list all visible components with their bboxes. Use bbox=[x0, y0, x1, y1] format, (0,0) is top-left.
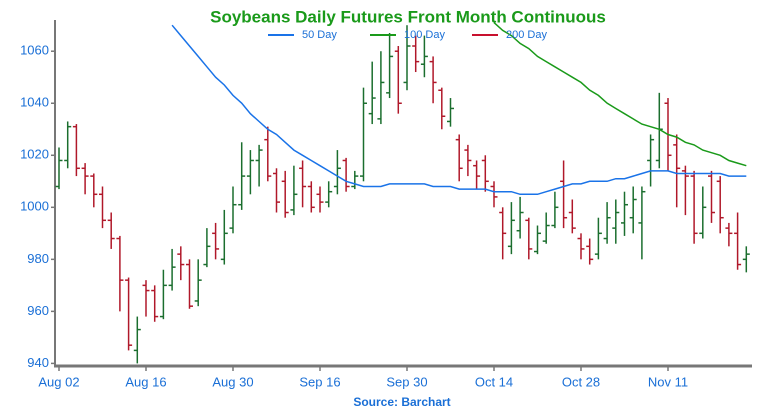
y-tick-label: 1040 bbox=[20, 95, 49, 110]
y-tick-label: 1020 bbox=[20, 147, 49, 162]
plot-area bbox=[55, 22, 750, 364]
y-tick-label: 1060 bbox=[20, 43, 49, 58]
source: Source: Barchart bbox=[353, 395, 450, 409]
legend-label: 200 Day bbox=[506, 29, 547, 41]
x-tick-label: Aug 02 bbox=[38, 374, 79, 389]
x-tick-label: Oct 28 bbox=[562, 374, 600, 389]
x-tick-label: Aug 30 bbox=[212, 374, 253, 389]
x-tick-label: Oct 14 bbox=[475, 374, 513, 389]
legend-label: 100 Day bbox=[404, 29, 445, 41]
moving-average-line bbox=[171, 24, 747, 196]
y-tick-label: 940 bbox=[27, 355, 49, 370]
moving-average-line bbox=[493, 22, 747, 167]
chart-title: Soybeans Daily Futures Front Month Conti… bbox=[210, 7, 606, 26]
x-tick-label: Nov 11 bbox=[648, 374, 688, 389]
y-tick-label: 1000 bbox=[20, 199, 49, 214]
y-tick-label: 980 bbox=[27, 251, 49, 266]
legend-label: 50 Day bbox=[302, 29, 337, 41]
x-tick-label: Sep 16 bbox=[299, 374, 340, 389]
y-tick-label: 960 bbox=[27, 303, 49, 318]
x-tick-label: Sep 30 bbox=[386, 374, 427, 389]
x-tick-label: Aug 16 bbox=[125, 374, 166, 389]
